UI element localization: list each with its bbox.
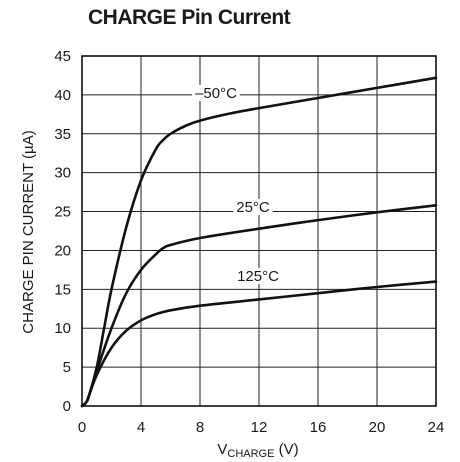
x-tick-label: 24 [428,419,445,436]
y-tick-label: 25 [54,204,71,221]
x-axis-label-subscript: CHARGE [227,448,274,460]
y-tick-label: 45 [54,48,71,65]
y-tick-label: 20 [54,242,71,259]
y-tick-label: 30 [54,165,71,182]
series-label-background [192,85,240,101]
x-tick-label: 12 [251,419,268,436]
x-tick-label: 16 [310,419,327,436]
y-tick-label: 35 [54,126,71,143]
x-axis-label-main: V [217,441,227,458]
x-tick-label: 20 [369,419,386,436]
x-tick-label: 4 [137,419,145,436]
y-tick-label: 15 [54,281,71,298]
series-label: 125°C [237,268,279,285]
y-tick-label: 0 [63,398,71,415]
series-line [80,280,438,408]
series-label-background [234,268,282,284]
x-tick-label: 0 [78,419,86,436]
series-lines [80,76,438,408]
y-axis-label: CHARGE PIN CURRENT (µA) [20,130,37,333]
curve-label-backgrounds [192,85,282,284]
curve-labels: –50°C 25°C 125°C [195,85,279,285]
series-label: –50°C [195,85,237,102]
y-tick-label: 5 [63,359,71,376]
y-tick-label: 10 [54,320,71,337]
series-label: 25°C [236,199,270,216]
chart-title: CHARGE Pin Current [88,6,291,29]
x-axis-label: VCHARGE (V) [217,441,298,460]
x-axis-label-unit: (V) [274,441,298,458]
y-tick-label: 40 [54,87,71,104]
series-label-background [233,199,273,215]
plot-frame [81,55,437,407]
tick-labels: 0 4 8 12 16 20 24 0 5 10 15 20 25 30 35 40 45 [54,48,444,436]
x-tick-label: 8 [196,419,204,436]
